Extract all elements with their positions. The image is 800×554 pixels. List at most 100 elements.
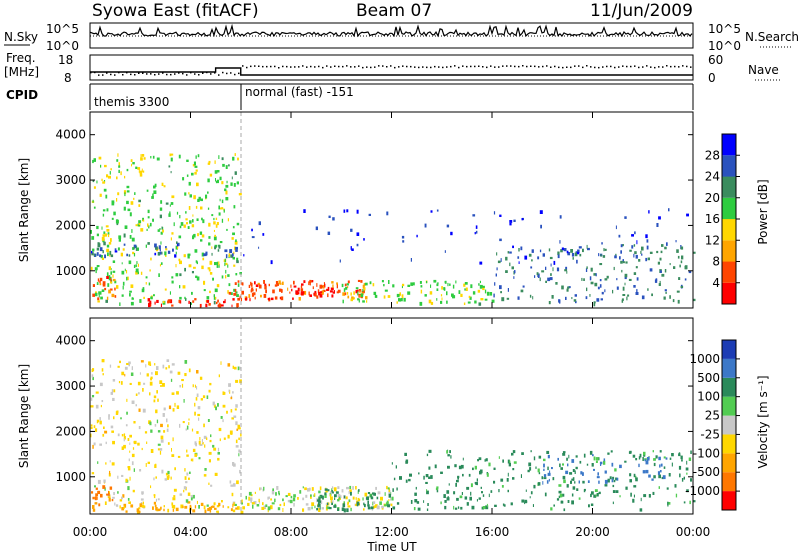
power-heatmap-cell: [622, 286, 625, 291]
velocity-heatmap-cell: [408, 478, 411, 482]
power-heatmap-cell: [175, 251, 177, 255]
velocity-heatmap-cell: [658, 486, 660, 489]
power-heatmap-cell: [636, 240, 638, 245]
power-heatmap-cell: [214, 246, 217, 250]
velocity-heatmap-cell: [292, 497, 296, 502]
power-heatmap-cell: [91, 250, 93, 254]
power-heatmap-cell: [160, 231, 163, 235]
velocity-heatmap-cell: [376, 505, 380, 510]
power-heatmap-cell: [139, 173, 143, 177]
velocity-heatmap-cell: [153, 395, 157, 399]
velocity-heatmap-cell: [643, 451, 646, 456]
velocity-heatmap-cell: [176, 391, 179, 395]
power-heatmap-cell: [684, 265, 687, 270]
power-heatmap-cell: [136, 261, 138, 264]
power-heatmap-cell: [341, 283, 344, 288]
nave-point: [202, 72, 204, 74]
velocity-heatmap-cell: [525, 489, 527, 492]
velocity-heatmap-cell: [615, 477, 618, 481]
power-heatmap-cell: [169, 153, 172, 157]
power-heatmap-cell: [590, 281, 594, 285]
velocity-heatmap-cell: [189, 471, 191, 474]
power-heatmap-cell: [566, 288, 569, 292]
power-heatmap-cell: [131, 229, 133, 233]
power-heatmap-cell: [255, 284, 259, 287]
power-heatmap-cell: [135, 268, 139, 273]
velocity-heatmap-cell: [591, 463, 594, 467]
power-heatmap-cell: [531, 249, 534, 253]
power-heatmap-cell: [594, 282, 598, 287]
nave-point: [238, 72, 240, 75]
power-heatmap-cell: [513, 276, 515, 279]
velocity-heatmap-cell: [111, 430, 114, 433]
velocity-heatmap-cell: [194, 453, 197, 457]
nave-point: [502, 65, 504, 67]
velocity-heatmap-cell: [395, 465, 397, 469]
power-heatmap-cell: [170, 237, 172, 241]
power-heatmap-cell: [93, 186, 96, 189]
velocity-heatmap-cell: [453, 491, 456, 495]
velocity-heatmap-cell: [186, 425, 189, 430]
velocity-heatmap-cell: [226, 410, 228, 414]
nave-point: [658, 66, 660, 68]
velocity-heatmap-cell: [104, 430, 108, 434]
power-heatmap-cell: [179, 215, 181, 219]
power-heatmap-cell: [206, 296, 210, 300]
power-heatmap-cell: [129, 212, 132, 217]
power-heatmap-cell: [419, 281, 422, 284]
velocity-heatmap-cell: [248, 496, 250, 501]
power-heatmap-cell: [219, 176, 222, 181]
power-heatmap-cell: [620, 244, 623, 248]
power-heatmap-cell: [327, 231, 331, 235]
velocity-heatmap-cell: [117, 491, 119, 494]
power-heatmap-cell: [102, 213, 105, 217]
power-heatmap-cell: [661, 273, 665, 277]
power-heatmap-cell: [216, 179, 219, 184]
velocity-heatmap-cell: [331, 490, 333, 493]
velocity-heatmap-cell: [140, 498, 144, 501]
velocity-heatmap-cell: [241, 499, 243, 504]
velocity-heatmap-cell: [227, 363, 231, 367]
power-heatmap-cell: [586, 266, 588, 269]
power-heatmap-cell: [203, 280, 206, 285]
velocity-heatmap-cell: [203, 435, 207, 439]
nave-point: [290, 66, 292, 68]
power-heatmap-cell: [178, 299, 181, 303]
velocity-heatmap-cell: [543, 458, 546, 462]
velocity-heatmap-cell: [343, 495, 346, 499]
power-heatmap-cell: [188, 192, 190, 195]
power-heatmap-cell: [99, 254, 102, 258]
power-heatmap-cell: [499, 214, 502, 217]
nave-point: [190, 71, 192, 74]
velocity-heatmap-cell: [119, 505, 121, 509]
velocity-heatmap-cell: [104, 501, 107, 505]
nave-point: [478, 65, 480, 67]
power-heatmap-cell: [111, 293, 115, 298]
power-heatmap-cell: [464, 282, 468, 285]
power-heatmap-cell: [186, 222, 188, 225]
power-heatmap-cell: [169, 204, 171, 207]
power-heatmap-cell: [201, 265, 204, 270]
power-heatmap-cell: [209, 290, 211, 294]
power-heatmap-cell: [275, 281, 279, 285]
velocity-heatmap-cell: [446, 450, 448, 454]
power-heatmap-cell: [407, 291, 411, 295]
power-heatmap-cell: [120, 171, 122, 176]
nsky-tick-top-left: 10^5: [46, 22, 79, 36]
velocity-heatmap-cell: [603, 460, 606, 465]
velocity-heatmap-cell: [171, 392, 175, 395]
power-heatmap-cell: [114, 248, 117, 251]
nave-point: [178, 72, 180, 74]
velocity-heatmap-cell: [169, 370, 173, 374]
power-heatmap-cell: [346, 209, 349, 213]
velocity-heatmap-cell: [253, 501, 257, 505]
power-heatmap-cell: [469, 296, 472, 300]
velocity-heatmap-cell: [535, 466, 537, 469]
power-heatmap-cell: [303, 280, 306, 283]
velocity-heatmap-cell: [99, 417, 101, 421]
power-heatmap-cell: [396, 301, 398, 304]
power-heatmap-cell: [110, 281, 113, 284]
power-heatmap-cell: [329, 290, 333, 293]
velocity-heatmap-cell: [109, 486, 113, 490]
velocity-heatmap-cell: [460, 506, 463, 510]
